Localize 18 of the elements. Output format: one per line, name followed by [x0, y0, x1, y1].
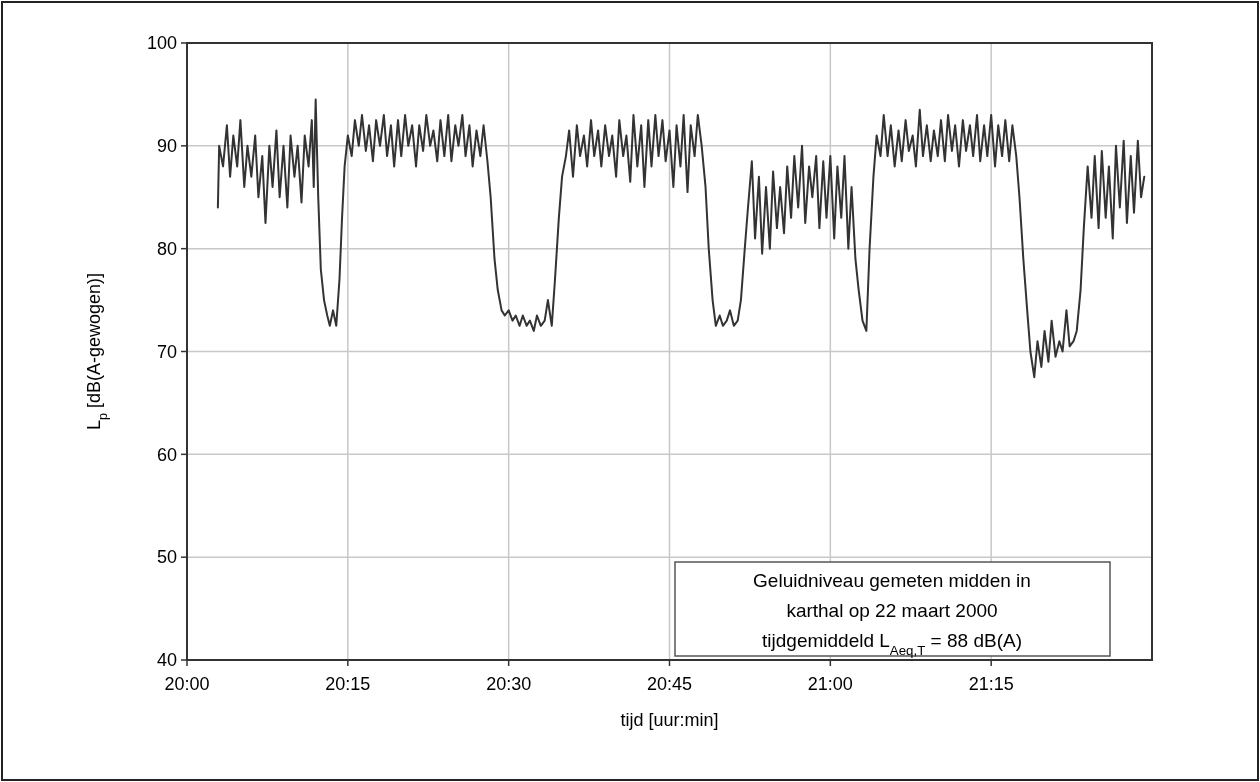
y-tick-label: 60 [156, 444, 177, 465]
x-tick-label: 20:15 [325, 674, 371, 694]
annotation: tijdgemiddeld L$_{Aeq,T}$ = 88 dB(A) [762, 630, 1022, 658]
x-tick-label: 21:15 [968, 674, 1014, 694]
y-tick-label: 50 [156, 547, 177, 568]
x-tick-label: 20:30 [486, 674, 532, 694]
y-tick-label: 70 [156, 341, 177, 362]
annotation: Geluidniveau gemeten midden in [753, 570, 1031, 591]
x-tick-label: 20:45 [646, 674, 693, 694]
annotation: karthal op 22 maart 2000 [786, 600, 998, 621]
y-tick-label: 100 [146, 33, 177, 54]
y-tick-label: 40 [156, 650, 177, 671]
line-series [216, 98, 1146, 379]
x-tick-label: 21:00 [807, 674, 853, 694]
x-axis-title: tijd [uur:min] [620, 710, 719, 730]
y-tick-label: 90 [156, 136, 177, 157]
y-tick-label: 80 [156, 238, 177, 259]
x-tick-label: 20:00 [164, 674, 210, 694]
